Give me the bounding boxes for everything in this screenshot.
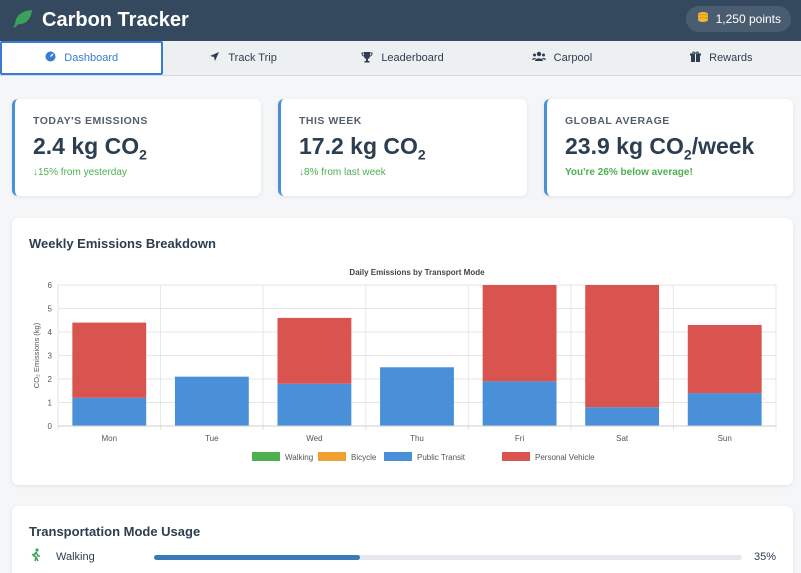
stat-value: 17.2 kg CO2 xyxy=(299,133,426,163)
emissions-breakdown-card: Weekly Emissions Breakdown Daily Emissio… xyxy=(12,218,793,485)
stat-label: THIS WEEK xyxy=(299,115,362,127)
legend-swatch xyxy=(384,452,412,461)
stat-change: ↓8% from last week xyxy=(299,166,386,178)
y-tick-label: 5 xyxy=(48,305,53,314)
stat-card-today: TODAY'S EMISSIONS 2.4 kg CO2 ↓15% from y… xyxy=(12,99,261,196)
stat-label: TODAY'S EMISSIONS xyxy=(33,115,148,127)
brand[interactable]: Carbon Tracker xyxy=(12,8,189,33)
y-tick-label: 0 xyxy=(48,422,53,431)
stat-value: 23.9 kg CO2/week xyxy=(565,133,755,163)
stat-comparison: You're 26% below average! xyxy=(565,166,693,178)
stat-change: ↓15% from yesterday xyxy=(33,166,127,178)
stat-value: 2.4 kg CO2 xyxy=(33,133,147,163)
bar-personal-vehicle xyxy=(72,322,147,398)
walking-icon xyxy=(30,547,42,567)
bar-personal-vehicle xyxy=(687,324,762,394)
emissions-chart: Daily Emissions by Transport Mode 0 1 2 3 4 5 6… xyxy=(32,268,777,462)
tab-rewards[interactable]: Rewards xyxy=(642,41,801,75)
legend-label: Public Transit xyxy=(417,453,466,462)
tab-label: Leaderboard xyxy=(381,52,444,64)
nav-tabs: Dashboard Track Trip Leaderboard Carpool… xyxy=(0,41,801,76)
tab-carpool[interactable]: Carpool xyxy=(482,41,641,75)
usage-bar xyxy=(154,554,742,560)
stat-card-week: THIS WEEK 17.2 kg CO2 ↓8% from last week xyxy=(278,99,527,196)
legend-label: Bicycle xyxy=(351,453,377,462)
gift-icon xyxy=(690,51,702,65)
y-tick-label: 6 xyxy=(48,281,53,290)
tab-label: Rewards xyxy=(709,52,753,64)
legend-swatch xyxy=(502,452,530,461)
tab-label: Dashboard xyxy=(64,52,119,64)
y-tick-label: 2 xyxy=(48,375,53,384)
app-title: Carbon Tracker xyxy=(42,9,189,31)
tab-track-trip[interactable]: Track Trip xyxy=(163,41,322,75)
chart-title: Daily Emissions by Transport Mode xyxy=(349,268,485,277)
bar-public-transit xyxy=(687,393,762,426)
bar-public-transit xyxy=(585,407,660,426)
leaf-icon xyxy=(12,8,34,33)
bar-personal-vehicle xyxy=(585,285,660,408)
dashboard-icon xyxy=(45,51,56,65)
points-badge[interactable]: 1,250 points xyxy=(685,6,791,32)
legend-swatch xyxy=(318,452,346,461)
bar-public-transit xyxy=(380,367,454,426)
x-tick-label: Wed xyxy=(306,434,322,443)
tab-leaderboard[interactable]: Leaderboard xyxy=(323,41,482,75)
legend-swatch xyxy=(252,452,280,461)
y-tick-label: 3 xyxy=(48,352,53,361)
trophy-icon xyxy=(361,51,373,66)
mode-label: Walking xyxy=(56,551,95,563)
tab-label: Carpool xyxy=(553,52,593,64)
bar-public-transit xyxy=(277,383,352,426)
bar-public-transit xyxy=(174,376,249,426)
tab-dashboard[interactable]: Dashboard xyxy=(0,41,164,75)
users-icon xyxy=(531,51,546,65)
x-tick-label: Tue xyxy=(205,434,219,443)
legend-label: Walking xyxy=(285,453,313,462)
card-title: Transportation Mode Usage xyxy=(29,524,201,539)
bar-personal-vehicle xyxy=(482,285,557,382)
tab-label: Track Trip xyxy=(228,52,277,64)
bar-public-transit xyxy=(72,397,147,426)
location-arrow-icon xyxy=(209,51,220,65)
usage-percent: 35% xyxy=(753,551,776,563)
x-tick-label: Mon xyxy=(102,434,118,443)
x-tick-label: Sat xyxy=(616,434,629,443)
x-tick-label: Fri xyxy=(515,434,525,443)
card-title: Weekly Emissions Breakdown xyxy=(29,236,216,251)
stat-card-global: GLOBAL AVERAGE 23.9 kg CO2/week You're 2… xyxy=(544,99,793,196)
legend-label: Personal Vehicle xyxy=(535,453,595,462)
x-tick-label: Sun xyxy=(718,434,732,443)
stat-label: GLOBAL AVERAGE xyxy=(565,115,670,127)
usage-bar-fill xyxy=(154,554,360,560)
x-tick-label: Thu xyxy=(410,434,424,443)
bar-personal-vehicle xyxy=(277,317,352,384)
bar-public-transit xyxy=(482,381,557,426)
mode-row-walking: Walking 35% xyxy=(30,547,776,567)
top-bar: Carbon Tracker 1,250 points xyxy=(0,0,801,41)
coins-icon xyxy=(696,11,710,27)
y-tick-label: 4 xyxy=(48,328,53,337)
points-text: 1,250 points xyxy=(715,12,781,26)
y-tick-label: 1 xyxy=(48,399,53,408)
mode-usage-card: Transportation Mode Usage xyxy=(12,506,793,573)
y-axis-label: CO₂ Emissions (kg) xyxy=(32,322,41,388)
